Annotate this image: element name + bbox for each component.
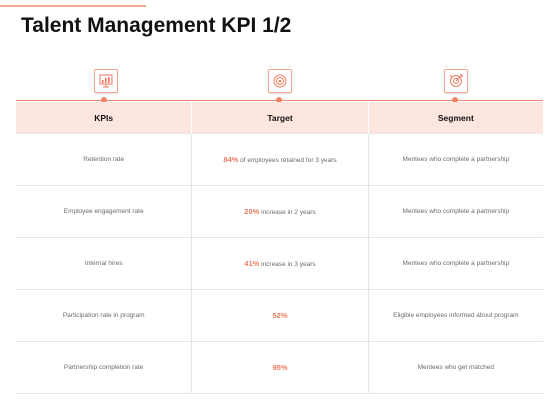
table-row: Participation rate in program 52% Eligib… bbox=[16, 289, 543, 342]
target-cell: 52% bbox=[191, 289, 369, 342]
kpi-cell: Employee engagement rate bbox=[16, 185, 192, 238]
connector-dot bbox=[101, 97, 107, 103]
connector-dot bbox=[452, 97, 458, 103]
target-icon bbox=[268, 69, 292, 93]
target-percent: 95% bbox=[272, 363, 288, 372]
column-header-target: Target bbox=[191, 102, 369, 134]
table-row: Employee engagement rate 20% increase in… bbox=[16, 185, 543, 238]
kpi-cell: Retention rate bbox=[16, 133, 192, 186]
target-percent: 84% bbox=[223, 155, 239, 164]
target-cell: 95% bbox=[191, 341, 369, 394]
column-header-kpis: KPIs bbox=[16, 102, 192, 134]
target-text: increase in 3 years bbox=[259, 261, 316, 268]
target-percent: 52% bbox=[272, 311, 288, 320]
segment-cell: Mentees who complete a partnership bbox=[367, 237, 543, 290]
table-header-row: KPIs Target Segment bbox=[16, 102, 543, 134]
target-percent: 20% bbox=[244, 207, 260, 216]
kpi-cell: Participation rate in program bbox=[16, 289, 192, 342]
target-text: increase in 2 years bbox=[259, 209, 316, 216]
kpi-cell: Internal hires bbox=[16, 237, 192, 290]
target-percent: 41% bbox=[244, 259, 260, 268]
connector-dot bbox=[276, 97, 282, 103]
target-cell: 41% increase in 3 years bbox=[191, 237, 369, 290]
target-cell: 84% of employees retained for 3 years bbox=[191, 133, 369, 186]
segment-cell: Mentees who complete a partnership bbox=[367, 133, 543, 186]
top-accent-bar bbox=[0, 5, 146, 7]
table-row: Internal hires 41% increase in 3 years M… bbox=[16, 237, 543, 290]
presentation-chart-icon bbox=[94, 69, 118, 93]
kpi-cell: Partnership completion rate bbox=[16, 341, 192, 394]
segment-cell: Mentees who complete a partnership bbox=[367, 185, 543, 238]
column-header-segment: Segment bbox=[367, 102, 543, 134]
page-title: Talent Management KPI 1/2 bbox=[21, 14, 292, 37]
target-text: of employees retained for 3 years bbox=[238, 157, 337, 164]
segment-cell: Mentees who get matched bbox=[367, 341, 543, 394]
table-row: Retention rate 84% of employees retained… bbox=[16, 133, 543, 186]
target-cell: 20% increase in 2 years bbox=[191, 185, 369, 238]
dartboard-arrow-icon bbox=[444, 69, 468, 93]
segment-cell: Eligible employees informed about progra… bbox=[367, 289, 543, 342]
kpi-table: KPIs Target Segment Retention rate 84% o… bbox=[16, 102, 543, 394]
table-row: Partnership completion rate 95% Mentees … bbox=[16, 341, 543, 394]
